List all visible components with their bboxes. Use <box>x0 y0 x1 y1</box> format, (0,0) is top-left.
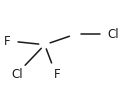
Text: Cl: Cl <box>11 68 23 81</box>
Text: F: F <box>4 35 11 48</box>
Text: F: F <box>54 68 61 81</box>
Text: Cl: Cl <box>107 28 119 41</box>
